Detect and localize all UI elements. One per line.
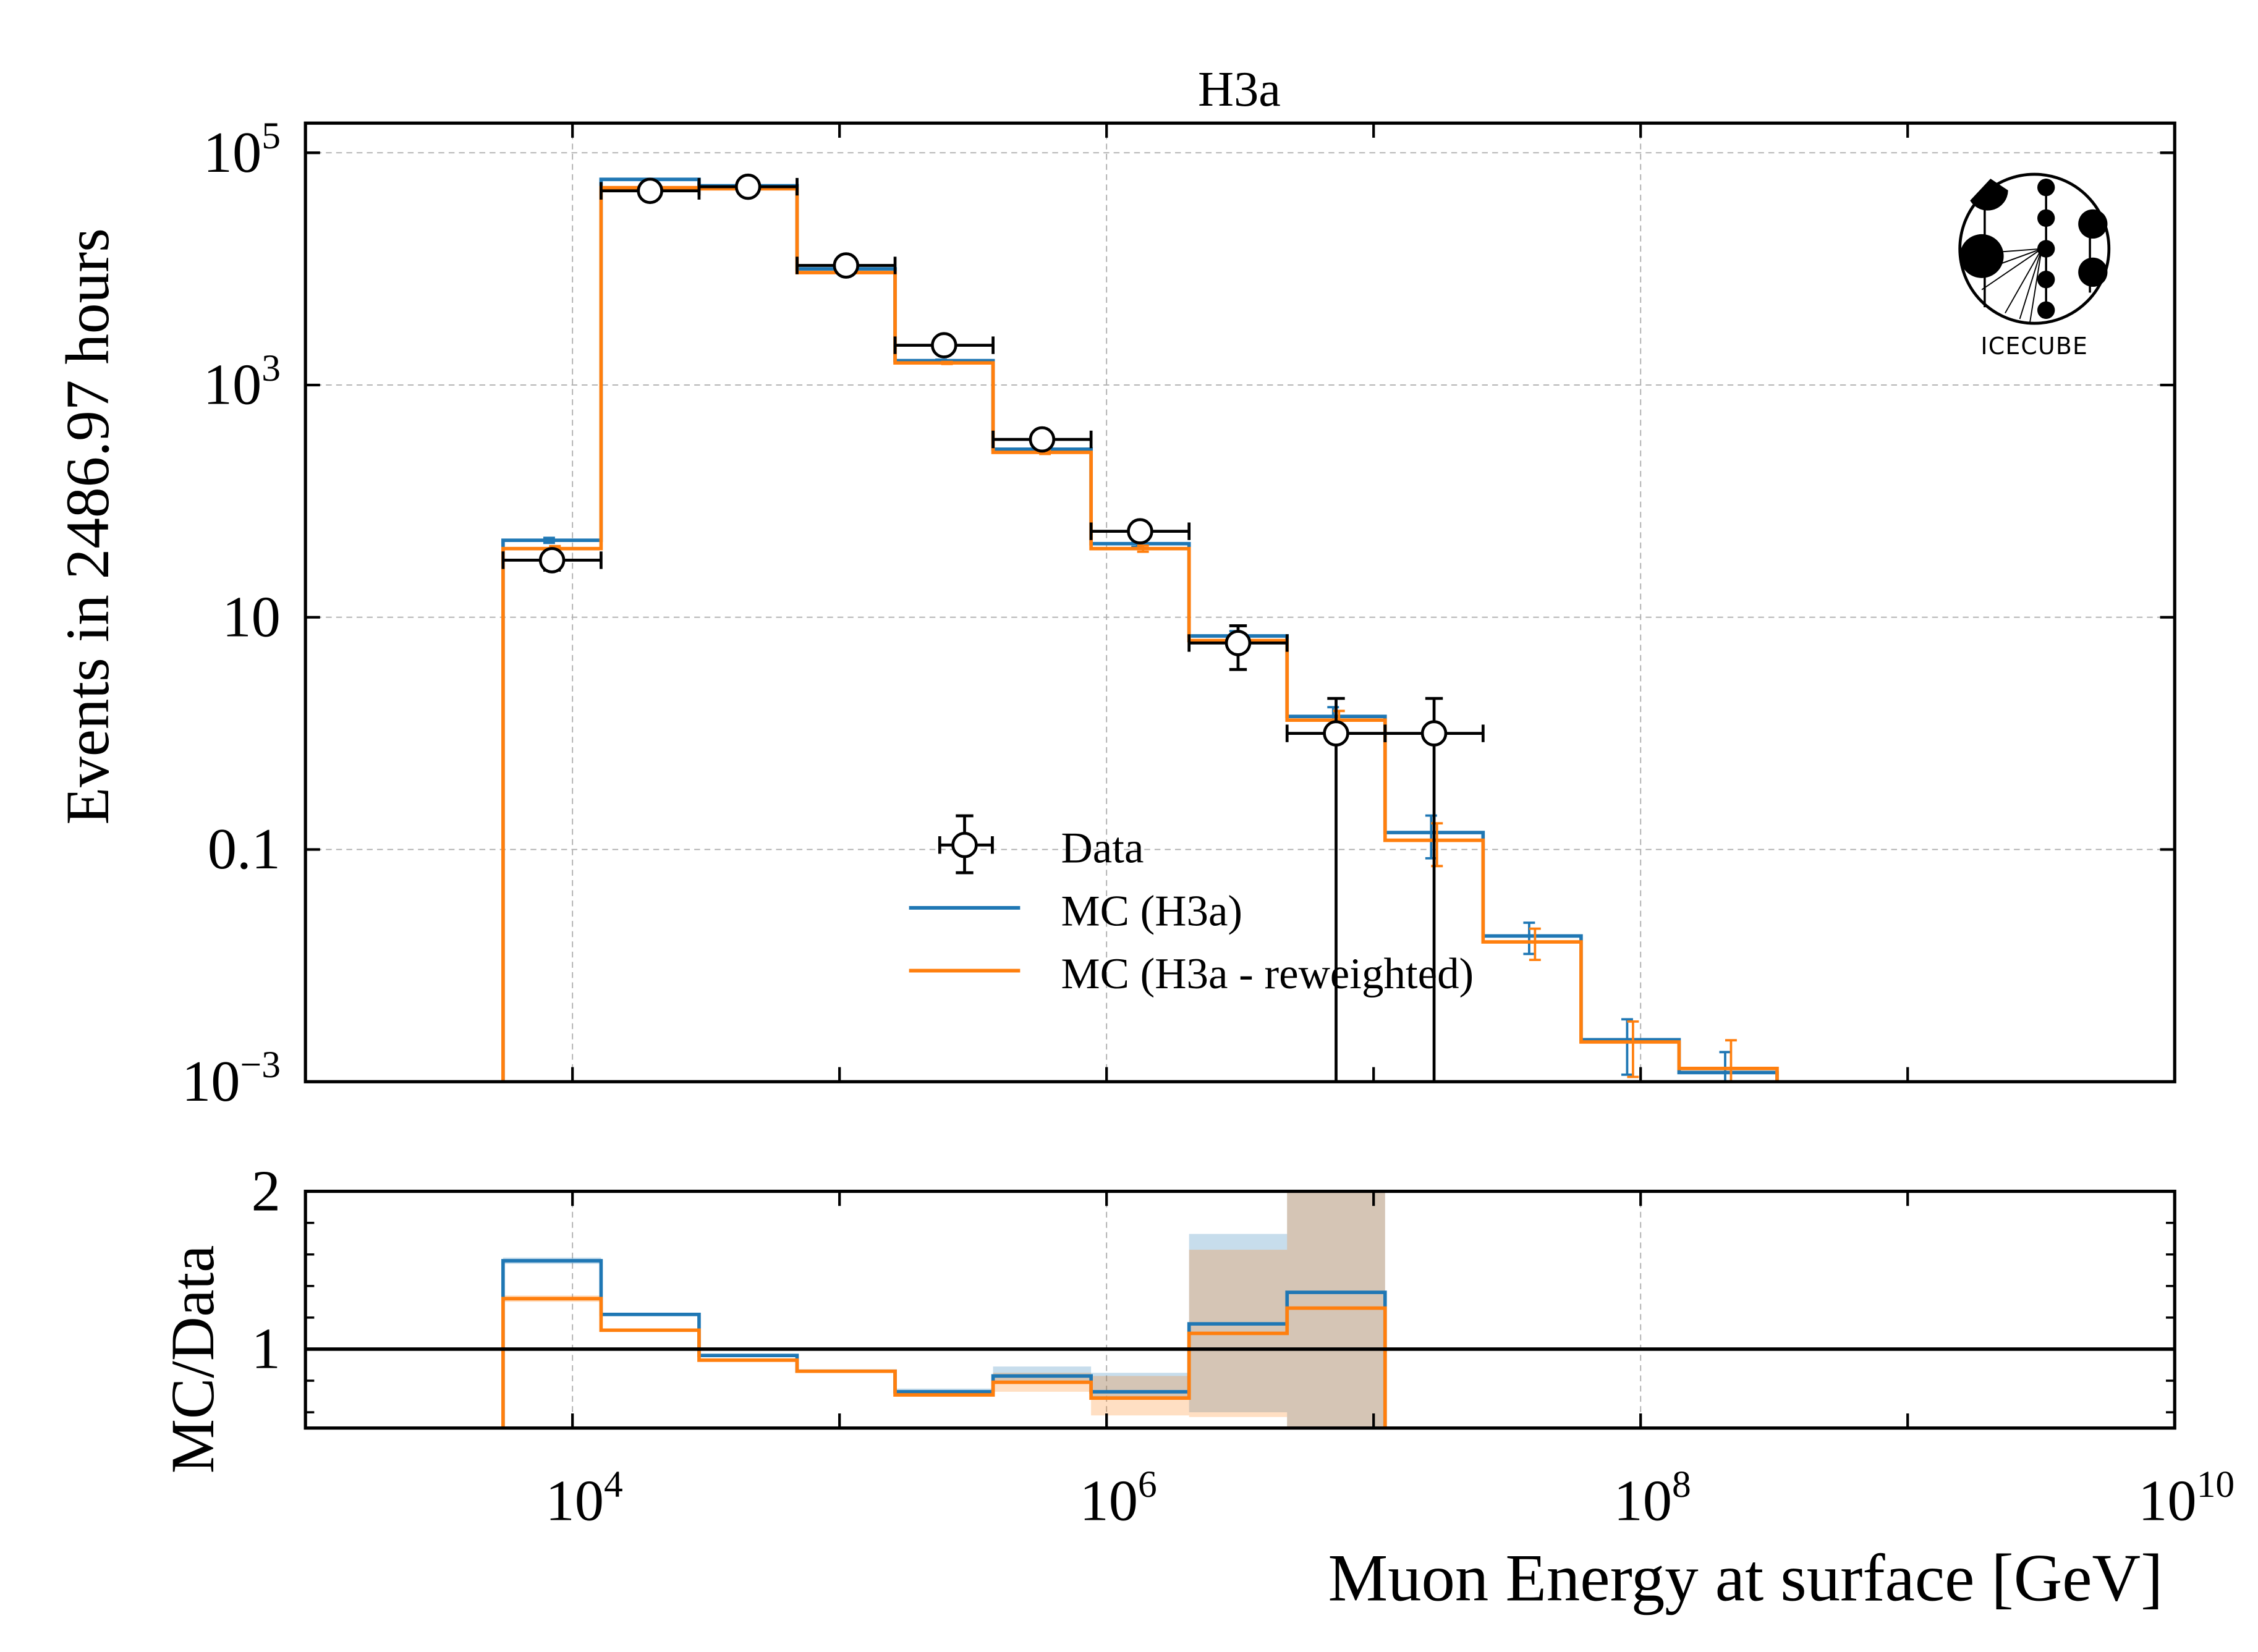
data-point bbox=[893, 332, 995, 358]
data-point bbox=[1285, 697, 1387, 1082]
ratio-y-tick-label: 1 bbox=[252, 1317, 281, 1381]
main-y-tick-label: 10−3 bbox=[182, 1044, 281, 1114]
ratio-y-axis-label: MC/Data bbox=[159, 1245, 227, 1474]
data-marker bbox=[1127, 518, 1153, 544]
data-marker bbox=[1224, 630, 1252, 656]
ratio-histograms bbox=[305, 1259, 2175, 1428]
data-marker bbox=[1420, 720, 1448, 747]
data-point bbox=[1089, 518, 1191, 544]
x-axis-label: Muon Energy at surface [GeV] bbox=[1328, 1541, 2163, 1616]
main-y-tick-label: 10 bbox=[222, 585, 281, 649]
legend-label-mc-reweighted: MC (H3a - reweighted) bbox=[1061, 950, 1474, 998]
data-points bbox=[501, 173, 1485, 1082]
ratio-y-tick-label: 2 bbox=[252, 1159, 281, 1223]
data-marker bbox=[833, 252, 860, 279]
legend-marker-data bbox=[938, 814, 994, 875]
main-y-tick-label: 103 bbox=[203, 347, 281, 417]
data-point bbox=[796, 252, 897, 279]
x-tick-label: 104 bbox=[545, 1464, 622, 1533]
data-marker bbox=[734, 173, 762, 200]
icecube-logo-text: ICECUBE bbox=[1980, 333, 2088, 360]
legend-label-mc: MC (H3a) bbox=[1061, 887, 1243, 935]
data-marker bbox=[1323, 720, 1349, 747]
data-point bbox=[1383, 697, 1485, 1082]
main-y-tick-label: 0.1 bbox=[208, 817, 281, 881]
data-point bbox=[501, 547, 603, 574]
x-tick-label: 108 bbox=[1613, 1464, 1691, 1533]
data-marker bbox=[931, 332, 957, 358]
ratio-axes-frame bbox=[303, 1189, 2176, 1430]
data-point bbox=[991, 426, 1093, 453]
data-point bbox=[697, 173, 799, 200]
x-tick-label: 1010 bbox=[2138, 1464, 2235, 1533]
main-y-axis-label: Events in 2486.97 hours bbox=[54, 228, 122, 824]
ratio-band-mc-reweighted bbox=[1091, 1376, 1189, 1416]
ratio-band-mc bbox=[1091, 1373, 1189, 1400]
main-gridlines bbox=[305, 123, 2175, 1082]
tick-labels: 105 103 10 0.1 10−3 1 2 104 106 108 1010 bbox=[182, 115, 2235, 1533]
ratio-histogram-mc bbox=[501, 1259, 1387, 1428]
legend-label-data: Data bbox=[1061, 824, 1144, 873]
main-axes-frame bbox=[303, 121, 2176, 1083]
data-marker bbox=[637, 177, 663, 205]
legend: Data MC (H3a) MC (H3a - reweighted) bbox=[909, 814, 1474, 998]
data-point bbox=[1187, 624, 1289, 671]
ratio-histogram-mc-reweighted bbox=[501, 1297, 1387, 1428]
main-y-tick-label: 105 bbox=[203, 115, 281, 185]
data-marker bbox=[538, 547, 566, 574]
icecube-logo: ICECUBE bbox=[1958, 172, 2111, 360]
data-marker bbox=[1029, 426, 1056, 453]
x-tick-label: 106 bbox=[1079, 1464, 1157, 1533]
chart-title: H3a bbox=[1198, 62, 1281, 117]
